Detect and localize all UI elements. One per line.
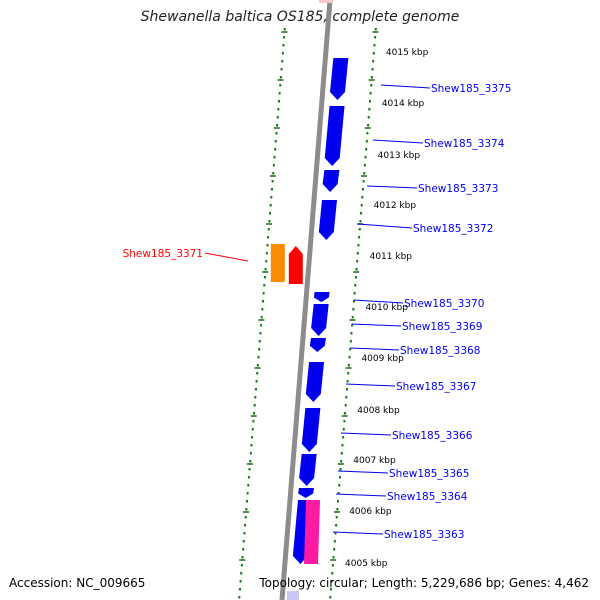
reverse-gene-1 xyxy=(324,106,345,166)
gene-label: Shew185_3374 xyxy=(424,138,505,150)
kbp-tick-label: 4010 kbp xyxy=(366,303,409,313)
kbp-tick-label: 4012 kbp xyxy=(374,201,417,211)
reverse-gene-2 xyxy=(322,170,340,192)
other-feature xyxy=(304,500,320,564)
scale-rulers xyxy=(238,28,379,599)
gene-leader-line xyxy=(349,347,400,351)
gene-features xyxy=(270,58,349,564)
gene-leader-line xyxy=(357,223,413,229)
gene-labels: Shew185_3375 Shew185_3374 Shew185_3373 Shew… xyxy=(123,83,512,541)
reverse-gene-7 xyxy=(305,362,325,402)
gene-leader-line xyxy=(337,470,389,474)
faded-reverse-feature xyxy=(287,591,299,600)
reverse-gene-4 xyxy=(313,292,330,302)
gene-label: Shew185_3366 xyxy=(392,430,473,442)
kbp-tick-label: 4015 kbp xyxy=(386,48,429,58)
gene-label: Shew185_3369 xyxy=(402,321,482,333)
gene-leader-line xyxy=(372,139,424,144)
accession-label: Accession: NC_009665 xyxy=(9,576,146,590)
kbp-tick-label: 4014 kbp xyxy=(382,99,425,109)
kbp-tick-label: 4008 kbp xyxy=(357,406,400,416)
gene-label: Shew185_3371 xyxy=(123,248,203,260)
reverse-gene-9 xyxy=(299,454,317,486)
reverse-gene-5 xyxy=(311,304,329,336)
gene-leader-line xyxy=(353,299,404,304)
gene-leader-line xyxy=(204,252,249,262)
genome-backbone xyxy=(279,0,333,600)
map-title: Shewanella baltica OS185, complete genom… xyxy=(140,9,460,25)
gene-label: Shew185_3363 xyxy=(384,529,464,541)
kbp-tick-label: 4005 kbp xyxy=(345,559,388,569)
reverse-gene-3 xyxy=(318,200,337,240)
reverse-gene-0 xyxy=(330,58,349,100)
gene-label: Shew185_3372 xyxy=(413,223,493,235)
genome-summary: Topology: circular; Length: 5,229,686 bp… xyxy=(259,576,589,590)
gene-leader-line xyxy=(340,432,392,436)
gene-label: Shew185_3365 xyxy=(389,468,469,480)
gene-label: Shew185_3375 xyxy=(431,83,511,95)
gene-label: Shew185_3370 xyxy=(404,298,484,310)
gene-label: Shew185_3364 xyxy=(387,491,468,503)
kbp-tick-label: 4006 kbp xyxy=(349,507,392,517)
rna-feature xyxy=(270,244,285,282)
gene-leader-line xyxy=(332,531,384,535)
kbp-tick-label: 4007 kbp xyxy=(353,456,396,466)
gene-leader-line xyxy=(380,84,431,89)
gene-label: Shew185_3373 xyxy=(418,183,498,195)
kbp-tick-labels: 4015 kbp 4014 kbp 4013 kbp 4012 kbp 4011 kbp… xyxy=(345,48,429,569)
gene-label: Shew185_3368 xyxy=(400,345,480,357)
gene-label: Shew185_3367 xyxy=(396,381,476,393)
reverse-gene-8 xyxy=(301,408,321,452)
gene-leader-line xyxy=(345,383,396,387)
gene-leader-line xyxy=(335,493,387,497)
faded-forward-feature xyxy=(319,0,333,3)
kbp-tick-label: 4009 kbp xyxy=(361,354,404,364)
reverse-gene-6 xyxy=(309,338,326,352)
kbp-tick-label: 4011 kbp xyxy=(370,252,413,262)
gene-leader-line xyxy=(351,323,402,327)
backbone-layer xyxy=(279,0,333,600)
forward-gene-arrow xyxy=(288,246,303,284)
reverse-gene-10 xyxy=(298,488,314,498)
gene-leader-line xyxy=(366,185,418,189)
kbp-tick-label: 4013 kbp xyxy=(378,151,421,161)
